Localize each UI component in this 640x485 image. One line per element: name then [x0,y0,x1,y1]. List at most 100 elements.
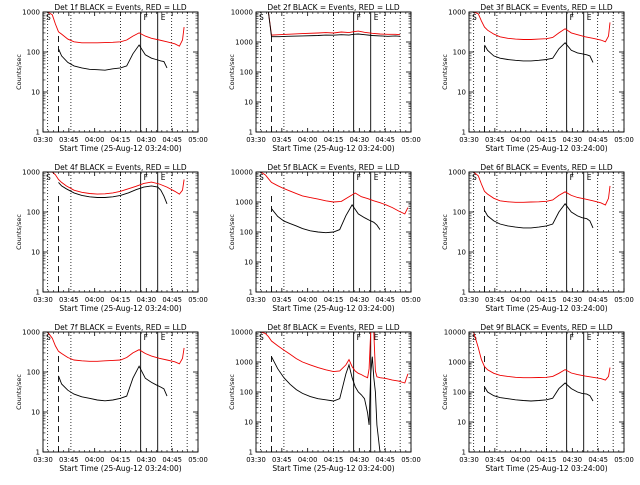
series-line-lld [256,332,409,384]
marker-label-f: F [570,333,574,342]
x-tick-label: 04:30 [350,136,370,144]
x-tick-label: 03:30 [246,136,266,144]
x-tick-label: 04:45 [588,136,608,144]
y-tick-label: 1000 [235,199,253,207]
marker-label-s: S [472,13,477,22]
series-line-lld [469,12,611,43]
panel-title: Det 3f BLACK = Events, RED = LLD [480,3,613,12]
x-tick-label: 04:00 [298,456,318,464]
x-tick-label: 04:00 [511,136,531,144]
marker-label-e: E [374,333,379,342]
y-tick-label: 10 [457,419,466,427]
x-tick-label: 03:30 [33,296,53,304]
x-tick-label: 04:30 [137,456,157,464]
x-axis-label: Start Time (25-Aug-12 03:24:00) [272,144,394,153]
x-tick-label: 03:45 [59,296,79,304]
series-line-events [271,356,381,452]
y-axis-label: Counts/sec [15,214,23,250]
x-tick-label: 04:45 [375,456,395,464]
x-tick-label: 04:15 [537,456,557,464]
series-line-events [484,382,594,402]
marker-label-e: E [587,333,592,342]
x-tick-label: 04:00 [298,296,318,304]
x-tick-label: 04:15 [324,296,344,304]
y-axis-label: Counts/sec [441,54,449,90]
series-line-events [58,365,168,402]
panel-title: Det 8f BLACK = Events, RED = LLD [267,323,400,332]
series-group [469,12,611,63]
x-tick-label: 04:45 [375,296,395,304]
x-tick-label: 05:00 [188,296,208,304]
marker-label-f: F [357,333,361,342]
x-tick-label: 04:00 [511,456,531,464]
y-tick-label: 1 [249,449,253,457]
x-tick-label: 03:30 [33,456,53,464]
marker-label-s: S [46,333,51,342]
y-tick-label: 10 [244,419,253,427]
series-group [43,332,185,402]
x-tick-label: 03:30 [33,136,53,144]
series-line-events [271,204,381,234]
marker-label-f: F [570,173,574,182]
x-tick-label: 03:30 [246,296,266,304]
series-line-events [58,44,168,71]
marker-label-f: F [144,13,148,22]
y-tick-label: 100 [240,229,253,237]
y-axis-label: Counts/sec [15,374,23,410]
series-group [43,172,185,204]
y-axis-label: Counts/sec [441,214,449,250]
x-axis-label: Start Time (25-Aug-12 03:24:00) [272,304,394,313]
series-line-lld [43,12,185,47]
series-line-lld [43,172,185,195]
x-tick-label: 04:00 [511,296,531,304]
y-tick-label: 10 [31,249,40,257]
y-tick-label: 1 [36,129,40,137]
marker-label-f: F [144,173,148,182]
x-tick-label: 04:45 [588,456,608,464]
y-tick-label: 10000 [231,169,253,177]
y-tick-label: 100 [240,389,253,397]
panel-title: Det 2f BLACK = Events, RED = LLD [267,3,400,12]
x-tick-label: 04:30 [563,296,583,304]
y-tick-label: 10 [244,99,253,107]
x-tick-label: 04:15 [324,136,344,144]
x-tick-label: 05:00 [614,136,634,144]
series-line-lld [267,12,401,36]
x-tick-label: 05:00 [188,136,208,144]
x-tick-label: 04:00 [298,136,318,144]
y-tick-label: 100 [240,69,253,77]
x-tick-label: 04:45 [162,296,182,304]
series-line-lld [43,332,185,365]
y-tick-label: 1000 [448,169,466,177]
y-tick-label: 1000 [22,169,40,177]
y-tick-label: 10 [31,89,40,97]
x-tick-label: 04:00 [85,456,105,464]
marker-label-f: F [570,13,574,22]
x-tick-label: 03:45 [485,456,505,464]
y-tick-label: 100 [453,209,466,217]
y-tick-label: 1 [462,129,466,137]
y-axis-label: Counts/sec [228,54,236,90]
panel-title: Det 5f BLACK = Events, RED = LLD [267,163,400,172]
x-axis-label: Start Time (25-Aug-12 03:24:00) [59,144,181,153]
series-line-events [484,203,594,229]
marker-label-s: S [46,173,51,182]
marker-label-s: S [259,333,264,342]
x-tick-label: 04:30 [563,456,583,464]
x-tick-label: 03:45 [272,456,292,464]
x-tick-label: 05:00 [401,456,421,464]
marker-label-e: E [161,13,166,22]
y-tick-label: 1 [249,289,253,297]
y-axis-label: Counts/sec [441,374,449,410]
y-tick-label: 100 [453,389,466,397]
y-tick-label: 10 [457,249,466,257]
x-tick-label: 05:00 [401,136,421,144]
marker-label-e: E [161,333,166,342]
x-tick-label: 04:15 [111,456,131,464]
x-tick-label: 05:00 [401,296,421,304]
